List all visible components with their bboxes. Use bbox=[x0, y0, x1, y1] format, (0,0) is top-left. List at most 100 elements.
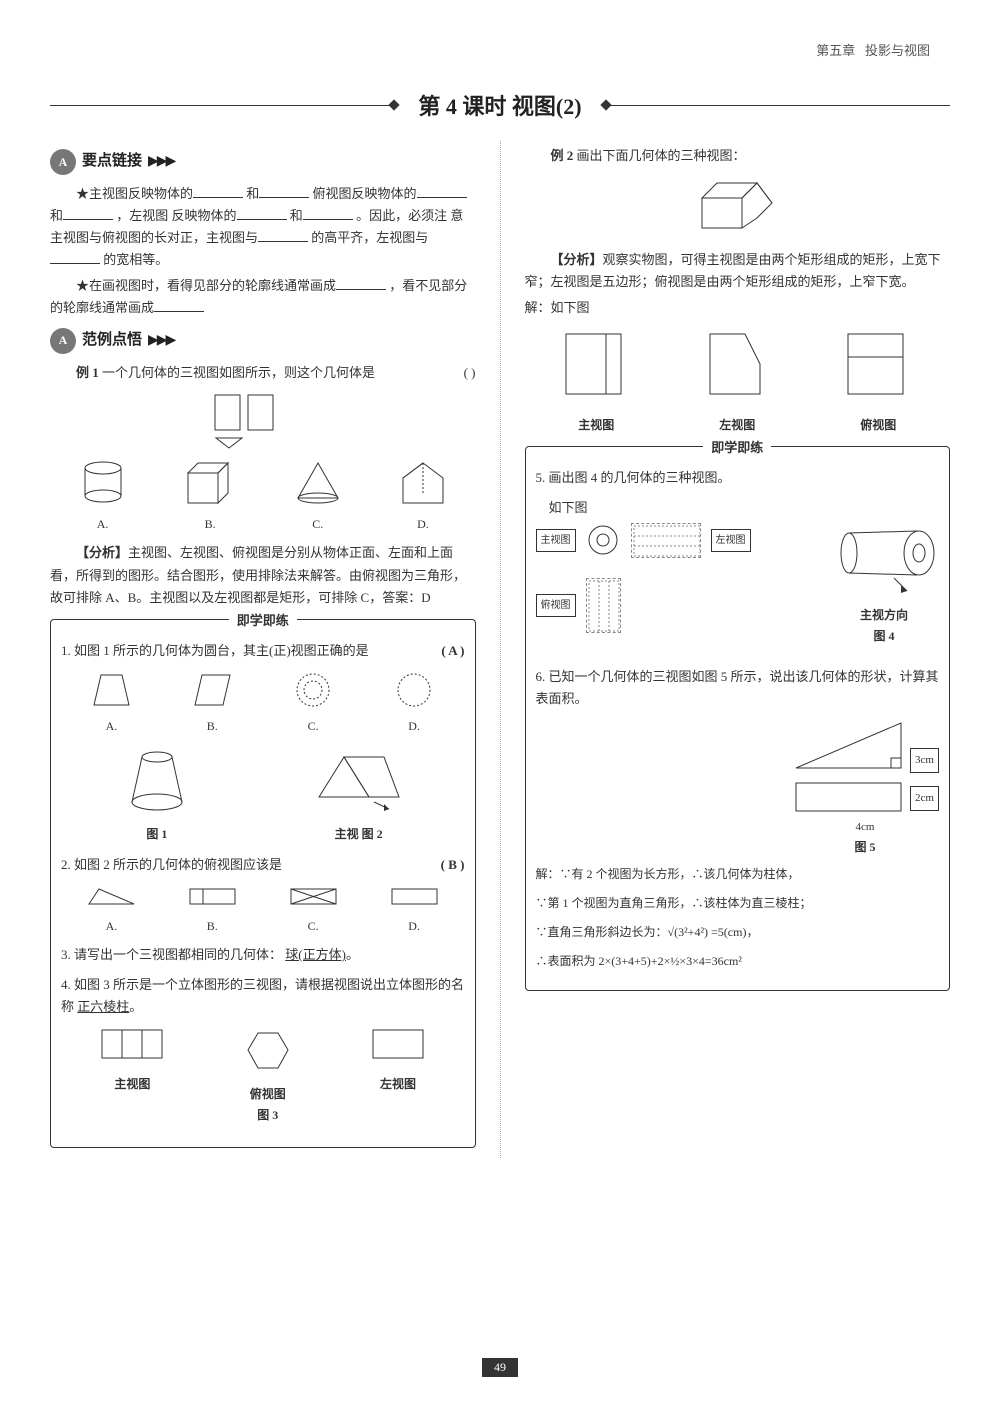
fig3-main-svg bbox=[100, 1028, 165, 1063]
q5-top-badge: 俯视图 bbox=[536, 594, 576, 617]
q1-choices: A. B. C. bbox=[61, 670, 465, 737]
ex2-main: 主视图 bbox=[561, 329, 631, 435]
ex2-solution-label: 解：如下图 bbox=[525, 300, 590, 315]
blank-9 bbox=[336, 276, 386, 290]
fig4: 主视方向 图 4 bbox=[829, 523, 939, 646]
q1-a-label: A. bbox=[89, 716, 134, 736]
q1-c: C. bbox=[291, 670, 336, 737]
practice-box-right: 即学即练 5. 画出图 4 的几何体的三种视图。 如下图 主视图 bbox=[525, 446, 951, 992]
ex2-solid-svg bbox=[692, 173, 782, 243]
q2-a-label: A. bbox=[84, 916, 139, 936]
q5-bottom-row: 俯视图 bbox=[536, 578, 822, 633]
q2-b-label: B. bbox=[185, 916, 240, 936]
blank-2 bbox=[259, 184, 309, 198]
title-line-left bbox=[50, 105, 398, 106]
q2-d-label: D. bbox=[387, 916, 442, 936]
chapter-header: 第五章 投影与视图 bbox=[50, 40, 950, 59]
dim-4cm: 4cm bbox=[856, 821, 875, 833]
q2-c-label: C. bbox=[286, 916, 341, 936]
kp-5b: 的宽相等。 bbox=[103, 252, 168, 267]
blank-3 bbox=[417, 184, 467, 198]
fig3-top-svg bbox=[243, 1028, 293, 1073]
fig5-tri-row: 3cm bbox=[791, 718, 939, 773]
fig5-inner: 3cm 2cm 4cm 图 5 bbox=[791, 718, 939, 857]
kp-1a: ★主视图反映物体的 bbox=[76, 186, 193, 201]
blank-10 bbox=[154, 298, 204, 312]
q6-sol2: ∵第 1 个视图为直角三角形，∴该柱体为直三棱柱； bbox=[536, 892, 940, 915]
section-label: 投影与视图 bbox=[865, 43, 930, 58]
q6-sol1: 解：∵有 2 个视图为长方形，∴该几何体为柱体， bbox=[536, 863, 940, 886]
ex1-paren: ( ) bbox=[438, 362, 476, 384]
cone-icon bbox=[293, 458, 343, 508]
q5-answer-views: 主视图 左视图 俯视图 bbox=[536, 523, 822, 633]
ex2-top-label: 俯视图 bbox=[843, 415, 913, 435]
q1-b-label: B. bbox=[190, 716, 235, 736]
q1: 1. 如图 1 所示的几何体为圆台，其主(正)视图正确的是 ( A ) bbox=[61, 640, 465, 662]
ex2-top: 俯视图 bbox=[843, 329, 913, 435]
q1-a: A. bbox=[89, 670, 134, 737]
cuboid-icon bbox=[183, 458, 238, 508]
fig3-left-view: 左视图 bbox=[371, 1028, 426, 1125]
fig1: 图 1 bbox=[122, 747, 192, 844]
chapter-label: 第五章 bbox=[816, 43, 855, 58]
ex2-analysis: 【分析】观察实物图，可得主视图是由两个矩形组成的矩形，上宽下窄；左视图是五边形；… bbox=[525, 249, 951, 293]
q2-answer: ( B ) bbox=[441, 854, 465, 876]
fig3-main-view: 主视图 bbox=[100, 1028, 165, 1125]
fig5-tri-svg bbox=[791, 718, 906, 773]
q5-left-badge: 左视图 bbox=[711, 529, 751, 552]
rect-cross-icon bbox=[286, 884, 341, 909]
lesson-title: 第 4 课时 视图(2) bbox=[418, 89, 581, 121]
ex2-main-label: 主视图 bbox=[561, 415, 631, 435]
ex2-solid bbox=[525, 173, 951, 243]
blank-6 bbox=[303, 206, 353, 220]
ex2-block: 例 2 画出下面几何体的三种视图： bbox=[525, 145, 951, 167]
q5-sub-text: 如下图 bbox=[549, 500, 588, 515]
q3-answer: 球(正方体) bbox=[285, 947, 346, 962]
tent-icon bbox=[314, 747, 404, 817]
q3-text: 3. 请写出一个三视图都相同的几何体： bbox=[61, 947, 282, 962]
fig3-label: 图 3 bbox=[243, 1105, 293, 1125]
circles-icon bbox=[291, 670, 336, 710]
fig2-label: 图 2 bbox=[362, 827, 383, 841]
q2-text: 2. 如图 2 所示的几何体的俯视图应该是 bbox=[61, 857, 282, 872]
blank-1 bbox=[193, 184, 243, 198]
ex2-views: 主视图 左视图 俯视图 bbox=[525, 329, 951, 435]
kp-text-2: ★在画视图时，看得见部分的轮廓线通常画成 ，看不见部分的轮廓线通常画成 bbox=[50, 275, 476, 319]
rect-line-icon bbox=[185, 884, 240, 909]
ex2-main-svg bbox=[561, 329, 631, 404]
blank-5 bbox=[237, 206, 287, 220]
ex2-analysis-label: 【分析】 bbox=[551, 252, 603, 267]
dim-2cm: 2cm bbox=[910, 786, 939, 811]
q3: 3. 请写出一个三视图都相同的几何体： 球(正方体)。 bbox=[61, 944, 465, 966]
q4: 4. 如图 3 所示是一个立体图形的三视图，请根据视图说出立体图形的名称 正六棱… bbox=[61, 974, 465, 1018]
fig4-svg bbox=[829, 523, 939, 598]
lesson-title-row: 第 4 课时 视图(2) bbox=[50, 89, 950, 121]
fig1-label: 图 1 bbox=[122, 824, 192, 844]
fig3-main-label: 主视图 bbox=[100, 1074, 165, 1094]
ex1-analysis: 【分析】主视图、左视图、俯视图是分别从物体正面、左面和上面看，所得到的图形。结合… bbox=[50, 542, 476, 608]
ex2-left: 左视图 bbox=[705, 329, 770, 435]
q1-b: B. bbox=[190, 670, 235, 737]
ex1-label: 例 1 bbox=[76, 365, 99, 380]
circle-icon bbox=[392, 670, 437, 710]
q5-text: 5. 画出图 4 的几何体的三种视图。 bbox=[536, 470, 731, 485]
q1-c-label: C. bbox=[291, 716, 336, 736]
kp-3c: 。因此，必须注 bbox=[356, 208, 447, 223]
ex1-choice-d: D. bbox=[398, 458, 448, 535]
triangle-flat-icon bbox=[84, 884, 139, 909]
content-columns: A 要点链接 ▶▶▶ ★主视图反映物体的 和 俯视图反映物体的 和 ，左视图 反… bbox=[50, 141, 950, 1158]
fig2: 主视 图 2 bbox=[314, 747, 404, 844]
keypoints-icon: A bbox=[50, 149, 76, 175]
kp-text: ★主视图反映物体的 和 俯视图反映物体的 和 ，左视图 反映物体的 和 。因此，… bbox=[50, 183, 476, 271]
choice-b-label: B. bbox=[183, 514, 238, 534]
choice-c-label: C. bbox=[293, 514, 343, 534]
choice-d-label: D. bbox=[398, 514, 448, 534]
ex1-choice-a: A. bbox=[78, 458, 128, 535]
left-column: A 要点链接 ▶▶▶ ★主视图反映物体的 和 俯视图反映物体的 和 ，左视图 反… bbox=[50, 141, 476, 1158]
kp-3b: 和 bbox=[290, 208, 303, 223]
kp-3a: 反映物体的 bbox=[172, 208, 237, 223]
fig2-front: 主视 bbox=[335, 827, 359, 841]
q1-d-label: D. bbox=[392, 716, 437, 736]
practice-box-left: 即学即练 1. 如图 1 所示的几何体为圆台，其主(正)视图正确的是 ( A )… bbox=[50, 619, 476, 1148]
q2-b: B. bbox=[185, 884, 240, 936]
